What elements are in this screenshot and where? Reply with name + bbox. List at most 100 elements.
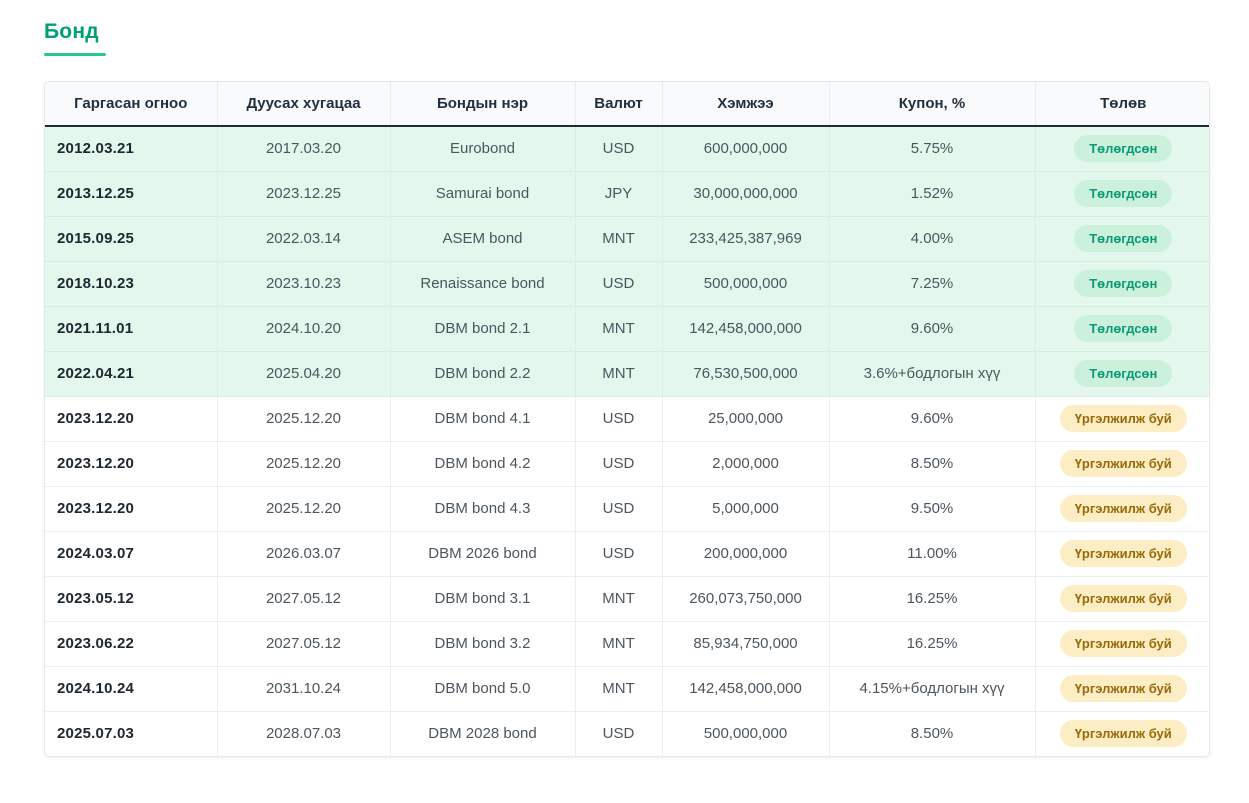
status-cell: Үргэлжилж буй xyxy=(1035,441,1209,487)
maturity-date-cell: 2027.05.12 xyxy=(217,621,391,667)
table-row: 2024.10.24 2031.10.24 DBM bond 5.0 MNT 142,4… xyxy=(45,666,1209,712)
status-cell: Төлөгдсөн xyxy=(1035,216,1209,262)
maturity-date-cell: 2026.03.07 xyxy=(217,531,391,577)
amount-cell: 2,000,000 xyxy=(662,441,830,487)
maturity-date-cell: 2023.12.25 xyxy=(217,171,391,217)
coupon-cell: 7.25% xyxy=(829,261,1036,307)
currency-cell: JPY xyxy=(575,171,663,217)
status-cell: Төлөгдсөн xyxy=(1035,126,1209,172)
bond-table-container: Гаргасан огноо Дуусах хугацаа Бондын нэр Ва… xyxy=(44,81,1210,757)
coupon-cell: 5.75% xyxy=(829,126,1036,172)
maturity-date-cell: 2023.10.23 xyxy=(217,261,391,307)
status-badge: Төлөгдсөн xyxy=(1074,225,1173,252)
issued-date-cell: 2022.04.21 xyxy=(45,351,218,397)
bond-name-cell: DBM bond 3.1 xyxy=(390,576,576,622)
bond-name-cell: Samurai bond xyxy=(390,171,576,217)
bond-name-cell: DBM bond 4.3 xyxy=(390,486,576,532)
coupon-cell: 9.60% xyxy=(829,306,1036,352)
table-header-row: Гаргасан огноо Дуусах хугацаа Бондын нэр Ва… xyxy=(45,82,1209,127)
coupon-cell: 8.50% xyxy=(829,711,1036,756)
status-badge: Үргэлжилж буй xyxy=(1059,405,1187,432)
amount-cell: 233,425,387,969 xyxy=(662,216,830,262)
status-cell: Үргэлжилж буй xyxy=(1035,486,1209,532)
bond-name-cell: DBM bond 4.2 xyxy=(390,441,576,487)
coupon-cell: 9.50% xyxy=(829,486,1036,532)
currency-cell: MNT xyxy=(575,351,663,397)
bond-name-cell: DBM bond 2.2 xyxy=(390,351,576,397)
column-header-status: Төлөв xyxy=(1035,82,1209,127)
column-header-currency: Валют xyxy=(575,82,663,127)
table-row: 2012.03.21 2017.03.20 Eurobond USD 600,000,0… xyxy=(45,126,1209,172)
column-header-bond-name: Бондын нэр xyxy=(390,82,576,127)
status-badge: Үргэлжилж буй xyxy=(1059,540,1187,567)
maturity-date-cell: 2022.03.14 xyxy=(217,216,391,262)
issued-date-cell: 2021.11.01 xyxy=(45,306,218,352)
status-cell: Үргэлжилж буй xyxy=(1035,576,1209,622)
amount-cell: 500,000,000 xyxy=(662,711,830,756)
bond-name-cell: DBM bond 4.1 xyxy=(390,396,576,442)
bond-name-cell: DBM 2026 bond xyxy=(390,531,576,577)
bond-name-cell: ASEM bond xyxy=(390,216,576,262)
issued-date-cell: 2023.12.20 xyxy=(45,396,218,442)
maturity-date-cell: 2028.07.03 xyxy=(217,711,391,756)
currency-cell: USD xyxy=(575,711,663,756)
bond-name-cell: Eurobond xyxy=(390,126,576,172)
column-header-maturity-date: Дуусах хугацаа xyxy=(217,82,391,127)
currency-cell: MNT xyxy=(575,216,663,262)
status-cell: Үргэлжилж буй xyxy=(1035,666,1209,712)
currency-cell: USD xyxy=(575,486,663,532)
amount-cell: 500,000,000 xyxy=(662,261,830,307)
amount-cell: 600,000,000 xyxy=(662,126,830,172)
coupon-cell: 11.00% xyxy=(829,531,1036,577)
status-cell: Үргэлжилж буй xyxy=(1035,711,1209,756)
maturity-date-cell: 2027.05.12 xyxy=(217,576,391,622)
table-row: 2021.11.01 2024.10.20 DBM bond 2.1 MNT 142,4… xyxy=(45,306,1209,352)
column-header-coupon: Купон, % xyxy=(829,82,1036,127)
page-title: Бонд xyxy=(44,20,99,43)
coupon-cell: 16.25% xyxy=(829,621,1036,667)
bond-name-cell: DBM 2028 bond xyxy=(390,711,576,756)
status-badge: Үргэлжилж буй xyxy=(1059,630,1187,657)
issued-date-cell: 2025.07.03 xyxy=(45,711,218,756)
table-row: 2023.12.20 2025.12.20 DBM bond 4.2 USD 2,000… xyxy=(45,441,1209,487)
table-row: 2023.12.20 2025.12.20 DBM bond 4.1 USD 25,00… xyxy=(45,396,1209,442)
issued-date-cell: 2023.12.20 xyxy=(45,441,218,487)
issued-date-cell: 2024.03.07 xyxy=(45,531,218,577)
title-underline xyxy=(44,53,106,56)
bond-name-cell: DBM bond 3.2 xyxy=(390,621,576,667)
column-header-amount: Хэмжээ xyxy=(662,82,830,127)
coupon-cell: 3.6%+бодлогын хүү xyxy=(829,351,1036,397)
bond-name-cell: DBM bond 2.1 xyxy=(390,306,576,352)
currency-cell: MNT xyxy=(575,576,663,622)
amount-cell: 30,000,000,000 xyxy=(662,171,830,217)
maturity-date-cell: 2025.12.20 xyxy=(217,396,391,442)
table-row: 2022.04.21 2025.04.20 DBM bond 2.2 MNT 76,53… xyxy=(45,351,1209,397)
currency-cell: USD xyxy=(575,441,663,487)
coupon-cell: 4.15%+бодлогын хүү xyxy=(829,666,1036,712)
currency-cell: MNT xyxy=(575,621,663,667)
currency-cell: USD xyxy=(575,126,663,172)
coupon-cell: 9.60% xyxy=(829,396,1036,442)
maturity-date-cell: 2025.04.20 xyxy=(217,351,391,397)
issued-date-cell: 2012.03.21 xyxy=(45,126,218,172)
status-badge: Төлөгдсөн xyxy=(1074,180,1173,207)
table-row: 2025.07.03 2028.07.03 DBM 2028 bond USD 500,… xyxy=(45,711,1209,756)
coupon-cell: 8.50% xyxy=(829,441,1036,487)
bond-table: Гаргасан огноо Дуусах хугацаа Бондын нэр Ва… xyxy=(45,82,1209,756)
issued-date-cell: 2018.10.23 xyxy=(45,261,218,307)
coupon-cell: 16.25% xyxy=(829,576,1036,622)
coupon-cell: 1.52% xyxy=(829,171,1036,217)
table-row: 2023.12.20 2025.12.20 DBM bond 4.3 USD 5,000… xyxy=(45,486,1209,532)
amount-cell: 25,000,000 xyxy=(662,396,830,442)
status-badge: Төлөгдсөн xyxy=(1074,270,1173,297)
column-header-issued-date: Гаргасан огноо xyxy=(45,82,218,127)
amount-cell: 142,458,000,000 xyxy=(662,666,830,712)
table-row: 2023.05.12 2027.05.12 DBM bond 3.1 MNT 260,0… xyxy=(45,576,1209,622)
maturity-date-cell: 2025.12.20 xyxy=(217,486,391,532)
status-cell: Төлөгдсөн xyxy=(1035,351,1209,397)
issued-date-cell: 2013.12.25 xyxy=(45,171,218,217)
coupon-cell: 4.00% xyxy=(829,216,1036,262)
maturity-date-cell: 2017.03.20 xyxy=(217,126,391,172)
maturity-date-cell: 2025.12.20 xyxy=(217,441,391,487)
status-badge: Төлөгдсөн xyxy=(1074,135,1173,163)
